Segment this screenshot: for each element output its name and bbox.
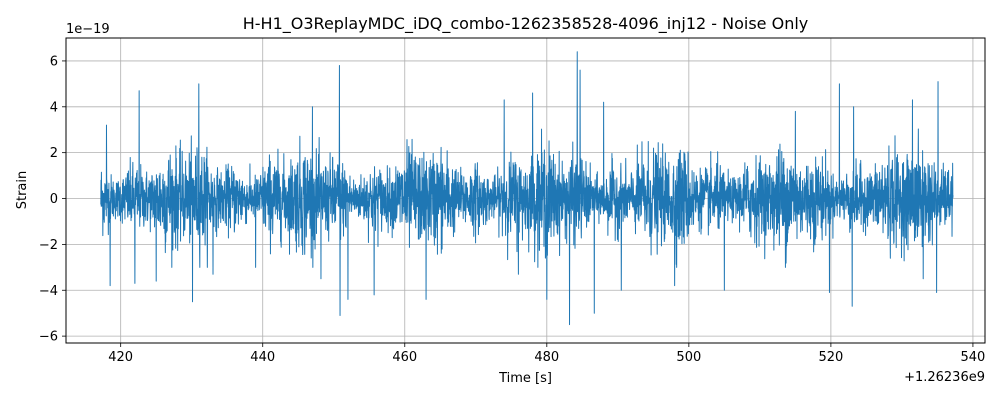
x-axis-label: Time [s]: [498, 371, 552, 386]
y-tick-label: −2: [39, 238, 58, 253]
y-tick-label: 0: [50, 192, 58, 207]
y-scale-label: 1e−19: [66, 22, 110, 37]
y-tick-label: −4: [39, 284, 58, 299]
x-axis: 420 440 460 480 500 520 540: [108, 343, 985, 365]
x-tick-label: 440: [250, 350, 275, 365]
chart-title: H-H1_O3ReplayMDC_iDQ_combo-1262358528-40…: [243, 14, 809, 34]
x-tick-label: 500: [676, 350, 701, 365]
y-tick-label: 4: [50, 100, 58, 115]
y-tick-label: 2: [50, 146, 58, 161]
y-axis: −6 −4 −2 0 2 4 6: [39, 54, 66, 345]
x-tick-label: 480: [534, 350, 559, 365]
y-tick-label: −6: [39, 330, 58, 345]
y-tick-label: 6: [50, 54, 58, 69]
x-offset-label: +1.26236e9: [904, 370, 985, 385]
x-tick-label: 460: [392, 350, 417, 365]
noise-series-line: [100, 51, 954, 326]
series-noise: [100, 51, 954, 326]
y-axis-label: Strain: [15, 171, 30, 210]
x-tick-label: 540: [961, 350, 986, 365]
x-tick-label: 420: [108, 350, 133, 365]
plot-frame: [65, 37, 986, 344]
x-tick-label: 520: [818, 350, 843, 365]
